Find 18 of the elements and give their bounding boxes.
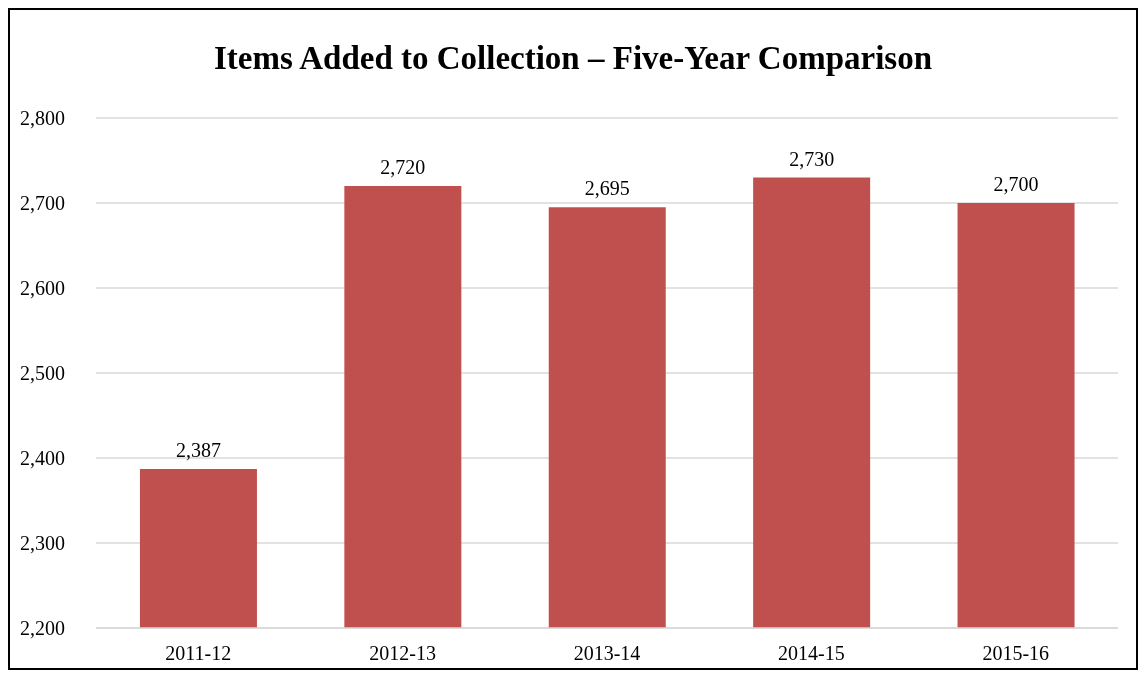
y-tick-label: 2,500 [20, 362, 65, 385]
y-tick-label: 2,800 [20, 107, 65, 130]
y-tick-label: 2,400 [20, 447, 65, 470]
x-tick-label: 2013-14 [573, 642, 641, 665]
x-tick-label: 2014-15 [778, 642, 845, 665]
y-tick-label: 2,700 [20, 192, 65, 215]
data-label: 2,720 [380, 156, 426, 178]
data-label: 2,700 [993, 173, 1039, 195]
y-tick-label: 2,200 [20, 617, 65, 640]
y-tick-label: 2,600 [20, 277, 65, 300]
chart-title: Items Added to Collection – Five-Year Comparison [213, 40, 933, 77]
data-label: 2,387 [175, 439, 221, 462]
x-tick-label: 2011-12 [165, 642, 232, 665]
data-label: 2,730 [789, 147, 835, 170]
data-label: 2,695 [584, 177, 630, 200]
x-tick-label: 2015-16 [982, 642, 1050, 665]
x-tick-label: 2012-13 [369, 642, 436, 665]
y-tick-label: 2,300 [20, 532, 65, 555]
